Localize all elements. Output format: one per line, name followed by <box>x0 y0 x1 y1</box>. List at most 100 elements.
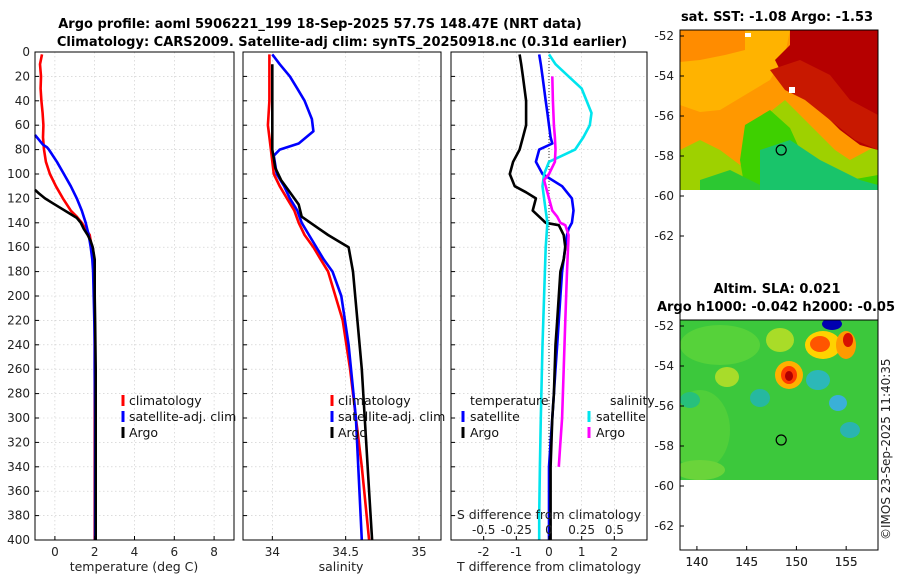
map-xtick-label: 150 <box>785 555 808 569</box>
map-ytick-label: -56 <box>654 109 674 123</box>
salinity-xlabel: salinity <box>319 559 364 574</box>
ytick-label: 160 <box>7 240 30 254</box>
ytick-label: 380 <box>7 509 30 523</box>
difference-legend: temperature salinity satellite Argo sate… <box>461 393 655 440</box>
sla-map: Altim. SLA: 0.021 Argo h1000: -0.042 h20… <box>654 282 895 569</box>
sla-argo-location-marker <box>775 434 787 446</box>
xtick-label: -1 <box>510 545 522 559</box>
legend-satellite-label: satellite-adj. clim <box>338 409 445 424</box>
map-ytick-label: -54 <box>654 69 674 83</box>
xtick-label: 8 <box>210 545 218 559</box>
series-climatology-line <box>38 54 96 540</box>
map-ytick-label: -60 <box>654 479 674 493</box>
xtick-label: 6 <box>170 545 178 559</box>
legend-temp-argo-label: Argo <box>470 425 499 440</box>
legend-argo-label: Argo <box>129 425 158 440</box>
map-ytick-label: -52 <box>654 319 674 333</box>
legend-climatology-label: climatology <box>338 393 411 408</box>
map-xtick-label: 140 <box>685 555 708 569</box>
map-ytick-label: -60 <box>654 189 674 203</box>
salinity-legend: climatology satellite-adj. clim Argo <box>330 393 445 440</box>
xtick-label: 35 <box>411 545 426 559</box>
ytick-label: 200 <box>7 289 30 303</box>
ytick-label: 0 <box>22 45 30 59</box>
top-tick-label: -0.25 <box>501 523 532 537</box>
ytick-label: 40 <box>15 94 30 108</box>
xtick-label: 34.5 <box>332 545 359 559</box>
sla-no-data-area <box>680 480 878 550</box>
difference-xlabel: T difference from climatology <box>456 559 642 574</box>
map-xtick-label: 145 <box>735 555 758 569</box>
map-xtick-label: 155 <box>835 555 858 569</box>
sst-map-title: sat. SST: -1.08 Argo: -1.53 <box>681 10 873 25</box>
top-tick-label: 0.5 <box>605 523 624 537</box>
difference-top-axis-label: S difference from climatology <box>457 507 642 522</box>
sst-argo-location-marker <box>775 144 787 156</box>
temperature-panel: 0204060801001201401601802002202402602803… <box>7 45 236 574</box>
xtick-label: 2 <box>91 545 99 559</box>
difference-panel: -2 -1 0 1 2 -0.5 -0.25 0 0.25 0.5 T difference fr… <box>450 51 655 574</box>
map-ytick-label: -58 <box>654 439 674 453</box>
map-xtick-label: 155 <box>835 555 858 569</box>
legend-salinity-header: salinity <box>610 393 655 408</box>
top-tick-label: 0 <box>545 523 553 537</box>
ytick-label: 300 <box>7 411 30 425</box>
ytick-label: 60 <box>15 118 30 132</box>
map-ytick-label: -62 <box>654 519 674 533</box>
temperature-legend: climatology satellite-adj. clim Argo <box>121 393 236 440</box>
series-argo-line <box>270 64 374 541</box>
top-tick-label: -0.5 <box>472 523 495 537</box>
legend-sal-argo-label: Argo <box>596 425 625 440</box>
legend-satellite-label: satellite-adj. clim <box>129 409 236 424</box>
sla-map-title-line1: Altim. SLA: 0.021 <box>714 282 841 297</box>
series-satellite-adj-clim-line <box>271 53 364 541</box>
map-ytick-label: -56 <box>654 399 674 413</box>
legend-argo-label: Argo <box>338 425 367 440</box>
series-salinity-argo-line <box>542 76 570 467</box>
top-tick-label: 0.25 <box>568 523 595 537</box>
sla-axes-box <box>679 319 879 551</box>
ytick-label: 340 <box>7 460 30 474</box>
ytick-label: 400 <box>7 533 30 547</box>
sla-field <box>680 320 878 480</box>
temperature-xlabel: temperature (deg C) <box>70 559 199 574</box>
ytick-label: 100 <box>7 167 30 181</box>
series-argo-line <box>34 188 97 540</box>
map-ytick-label: -58 <box>654 149 674 163</box>
legend-climatology-label: climatology <box>129 393 202 408</box>
map-ytick-label: -62 <box>654 229 674 243</box>
sst-field <box>680 30 878 190</box>
ytick-label: 360 <box>7 484 30 498</box>
series-satellite-adj-clim-line <box>34 134 97 540</box>
ytick-label: 320 <box>7 435 30 449</box>
ytick-label: 140 <box>7 216 30 230</box>
map-xtick-label: 150 <box>785 555 808 569</box>
xtick-label: 4 <box>131 545 139 559</box>
ytick-label: 20 <box>15 69 30 83</box>
series-climatology-line <box>266 54 371 541</box>
series-temperature-argo-line <box>508 54 567 540</box>
map-xtick-label: 145 <box>735 555 758 569</box>
xtick-label: 0 <box>545 545 553 559</box>
xtick-label: 1 <box>578 545 586 559</box>
ytick-label: 280 <box>7 387 30 401</box>
ytick-label: 260 <box>7 362 30 376</box>
ytick-label: 120 <box>7 191 30 205</box>
sla-map-title-line2: Argo h1000: -0.042 h2000: -0.05 <box>657 300 895 315</box>
xtick-label: 34 <box>265 545 280 559</box>
xtick-label: 2 <box>611 545 619 559</box>
map-xtick-label: 140 <box>685 555 708 569</box>
xtick-label: 0 <box>51 545 59 559</box>
ytick-label: 80 <box>15 143 30 157</box>
legend-temperature-header: temperature <box>470 393 549 408</box>
imos-timestamp: ©IMOS 23-Sep-2025 11:40:35 <box>879 358 893 540</box>
map-ytick-label: -54 <box>654 359 674 373</box>
figure-title-line1: Argo profile: aoml 5906221_199 18-Sep-20… <box>58 17 582 32</box>
legend-temp-satellite-label: satellite <box>470 409 520 424</box>
ytick-label: 180 <box>7 265 30 279</box>
figure-title-line2: Climatology: CARS2009. Satellite-adj cli… <box>57 35 627 50</box>
legend-sal-satellite-label: satellite <box>596 409 646 424</box>
xtick-label: -2 <box>478 545 490 559</box>
ytick-label: 220 <box>7 313 30 327</box>
